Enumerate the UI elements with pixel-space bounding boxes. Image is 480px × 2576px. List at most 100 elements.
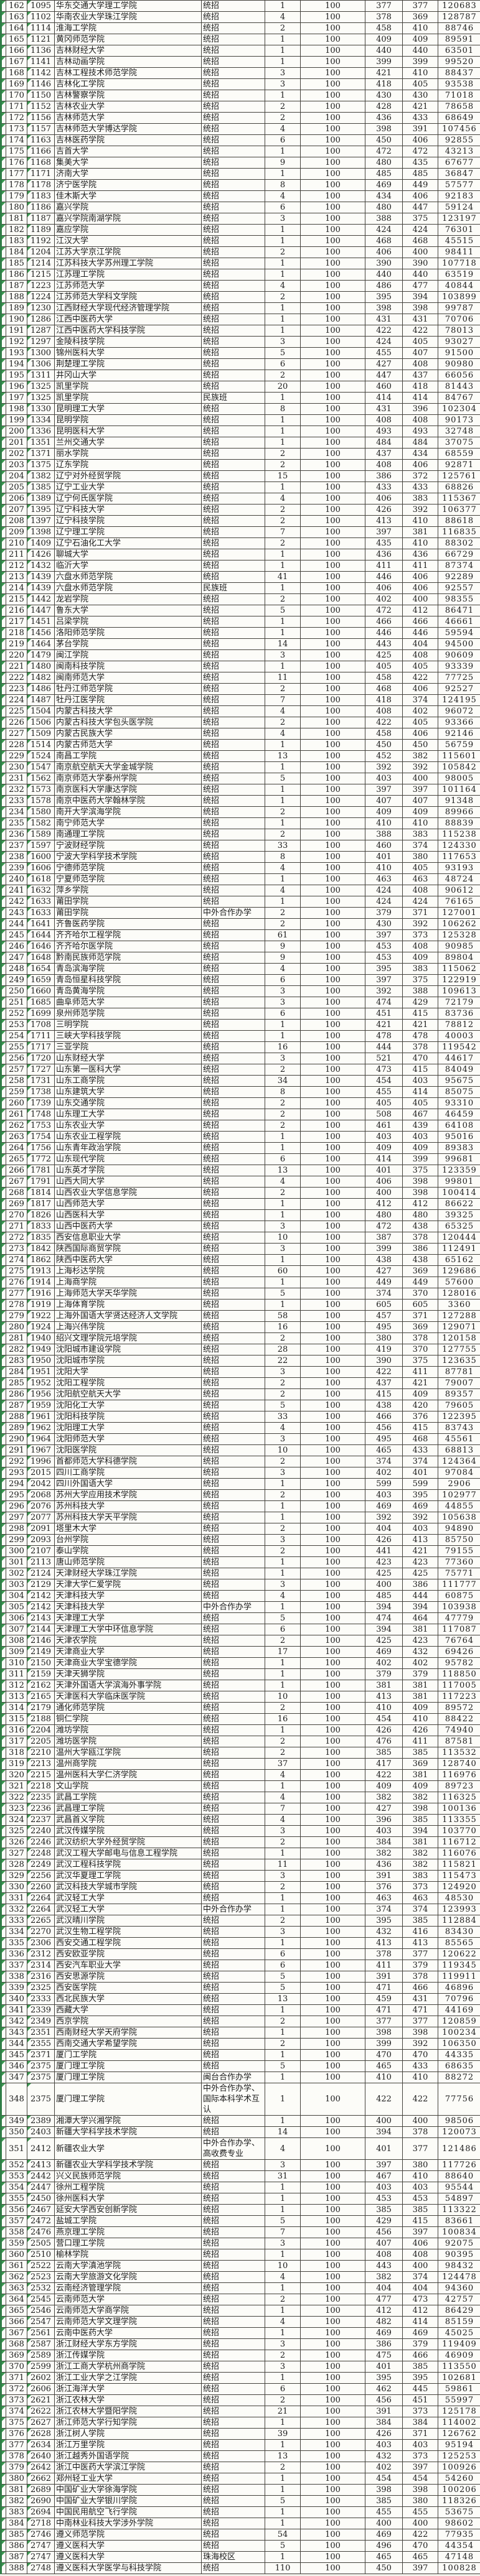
cell-lowest-rank: 125253 [438,2450,480,2462]
cell-college-name: 遵义医科大学 [54,2540,202,2552]
cell-college-name: 龙岩学院 [54,593,202,605]
cell-low-score: 422 [402,2529,438,2541]
cell-plan-count: 3 [265,1534,301,1546]
cell-admission-type: 统招 [201,1747,265,1759]
cell-high-score: 422 [365,325,403,337]
cell-admission-type: 统招 [201,448,265,460]
cell-college-code: 2476 [27,2226,55,2238]
cell-college-name: 沈阳医学院 [54,1444,202,1456]
cell-ratio: 100 [300,907,365,919]
cell-plan-count: 58 [265,1310,301,1322]
table-row: 290 1964 沈阳师范大学 统招 3 100 495 468 45561 [0,1433,480,1445]
table-row: 275 1913 上海杉达学院 统招 60 100 427 369 129686 [0,1265,480,1277]
cell-lowest-rank: 128787 [438,11,480,23]
cell-college-name: 辽宁工业大学 [54,481,202,493]
cell-low-score: 403 [402,1131,438,1143]
cell-college-code: 2375 [27,2071,55,2083]
cell-college-code: 2124 [27,1568,55,1579]
cell-plan-count: 2 [265,907,301,919]
cell-low-score: 370 [402,1288,438,1300]
cell-low-score: 410 [402,22,438,34]
cell-lowest-rank: 115367 [438,493,480,505]
cell-lowest-rank: 53675 [438,2506,480,2518]
cell-high-score: 394 [365,1624,403,1635]
cell-ratio: 100 [300,157,365,169]
cell-plan-count: 3 [265,1221,301,1232]
cell-lowest-rank: 90395 [438,2249,480,2261]
cell-high-score: 495 [365,1433,403,1445]
cell-low-score: 430 [402,90,438,101]
table-row: 284 1951 沈阳大学 统招 3 100 422 411 87781 [0,1366,480,1378]
cell-high-score: 426 [365,504,403,516]
cell-ratio: 100 [300,2327,365,2339]
cell-ratio: 100 [300,0,365,12]
cell-row-number: 318 [6,1747,27,1759]
cell-ratio: 100 [300,302,365,314]
cell-row-number: 386 [6,2540,27,2552]
cell-low-score: 470 [402,1053,438,1064]
cell-plan-count: 6 [265,1624,301,1635]
cell-plan-count: 61 [265,929,301,941]
table-row: 257 1727 山东第一医科大学 统招 2 100 473 415 84049 [0,1064,480,1076]
cell-college-name: 内蒙古科技大学包头医学院 [54,717,202,728]
cell-college-code: 1573 [27,784,55,796]
cell-plan-count: 1 [265,2305,301,2317]
cell-plan-count: 2 [265,504,301,516]
cell-admission-type: 统招 [201,1433,265,1445]
cell-plan-count: 1 [265,1568,301,1579]
cell-college-name: 临沂大学 [54,560,202,572]
cell-college-name: 云南大学滇池学院 [54,2260,202,2272]
cell-high-score: 480 [365,1209,403,1221]
cell-low-score: 369 [402,1265,438,1277]
cell-plan-count: 4 [265,1814,301,1826]
cell-high-score: 462 [365,2383,403,2395]
left-edge-strip [0,885,6,896]
cell-high-score: 435 [365,537,403,549]
cell-college-code: 2165 [27,1691,55,1703]
cell-college-name: 云南大学旅游文化学院 [54,2271,202,2283]
cell-high-score: 455 [365,2506,403,2518]
cell-high-score: 473 [365,1064,403,1076]
cell-row-number: 374 [6,2406,27,2417]
cell-row-number: 307 [6,1624,27,1635]
cell-high-score: 395 [365,2372,403,2384]
cell-college-code: 1924 [27,1321,55,1333]
table-row: 193 1300 锦州医科大学 统招 5 100 455 407 91500 [0,347,480,359]
left-edge-strip [0,2170,6,2182]
left-edge-strip [0,806,6,818]
cell-low-score: 447 [402,202,438,213]
cell-ratio: 100 [300,638,365,650]
cell-college-code: 1351 [27,437,55,449]
cell-high-score: 376 [365,1881,403,1893]
table-row: 225 1504 内蒙古科技大学 统招 4 100 408 402 96072 [0,705,480,717]
cell-lowest-rank: 116076 [438,1848,480,1859]
cell-low-score: 405 [402,336,438,348]
cell-plan-count: 2 [265,829,301,840]
left-edge-strip [0,526,6,538]
cell-ratio: 100 [300,2417,365,2429]
cell-ratio: 100 [300,1097,365,1109]
cell-college-code: 1606 [27,862,55,874]
left-edge-strip [0,1232,6,1244]
left-edge-strip [0,840,6,852]
cell-college-code: 2442 [27,2170,55,2182]
cell-lowest-rank: 89966 [438,806,480,818]
cell-row-number: 250 [6,985,27,997]
cell-low-score: 392 [402,918,438,930]
left-edge-strip [0,761,6,773]
cell-college-name: 山东工商学院 [54,1075,202,1087]
cell-college-code: 1334 [27,414,55,426]
left-edge-strip [0,2049,6,2061]
cell-admission-type: 统招 [201,2182,265,2193]
cell-admission-type: 统招 [201,1165,265,1176]
cell-low-score: 413 [402,1534,438,1546]
cell-low-score: 445 [402,2383,438,2395]
left-edge-strip [0,1198,6,1210]
cell-low-score: 397 [402,2226,438,2238]
cell-college-name: 山东农业大学 [54,1120,202,1132]
cell-college-name: 南宁师范大学 [54,817,202,829]
cell-plan-count: 1 [265,1848,301,1859]
table-row: 208 1397 辽宁科技学院 统招 2 100 413 410 88618 [0,515,480,527]
cell-college-name: 武汉晴川学院 [54,1915,202,1927]
left-edge-strip [0,873,6,885]
